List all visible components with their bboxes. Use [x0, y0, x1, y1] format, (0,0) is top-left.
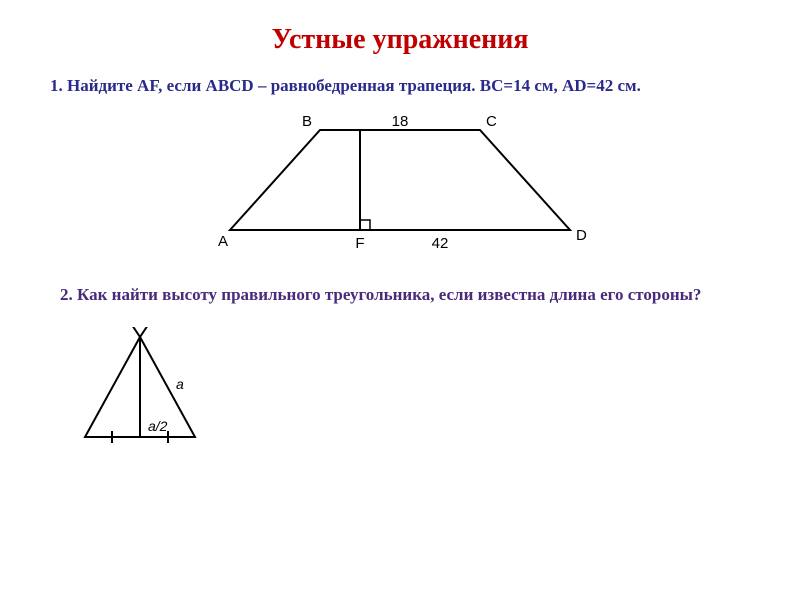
- problem-1-text: 1. Найдите AF, если ABCD – равнобедренна…: [0, 74, 800, 98]
- triangle-diagram: a a/2: [70, 327, 210, 457]
- vertex-d-label: D: [576, 227, 587, 244]
- bottom-length-label: 42: [432, 235, 449, 252]
- apex-ext-left: [132, 327, 140, 337]
- problem-2-figure: a a/2: [70, 327, 210, 462]
- page-title: Устные упражнения: [0, 0, 800, 74]
- side-a-label: a: [176, 376, 184, 392]
- right-angle-marker: [360, 220, 370, 230]
- vertex-c-label: C: [486, 113, 497, 130]
- trapezoid-diagram: A B C D F 18 42: [190, 110, 610, 260]
- trapezoid-shape: [230, 130, 570, 230]
- half-a-label: a/2: [148, 418, 168, 434]
- vertex-a-label: A: [218, 233, 228, 250]
- top-length-label: 18: [392, 113, 409, 130]
- vertex-f-label: F: [355, 235, 364, 252]
- apex-ext-right: [140, 327, 148, 337]
- problem-1-figure: A B C D F 18 42: [190, 110, 610, 265]
- problem-2-text: 2. Как найти высоту правильного треуголь…: [0, 265, 800, 307]
- vertex-b-label: B: [302, 113, 312, 130]
